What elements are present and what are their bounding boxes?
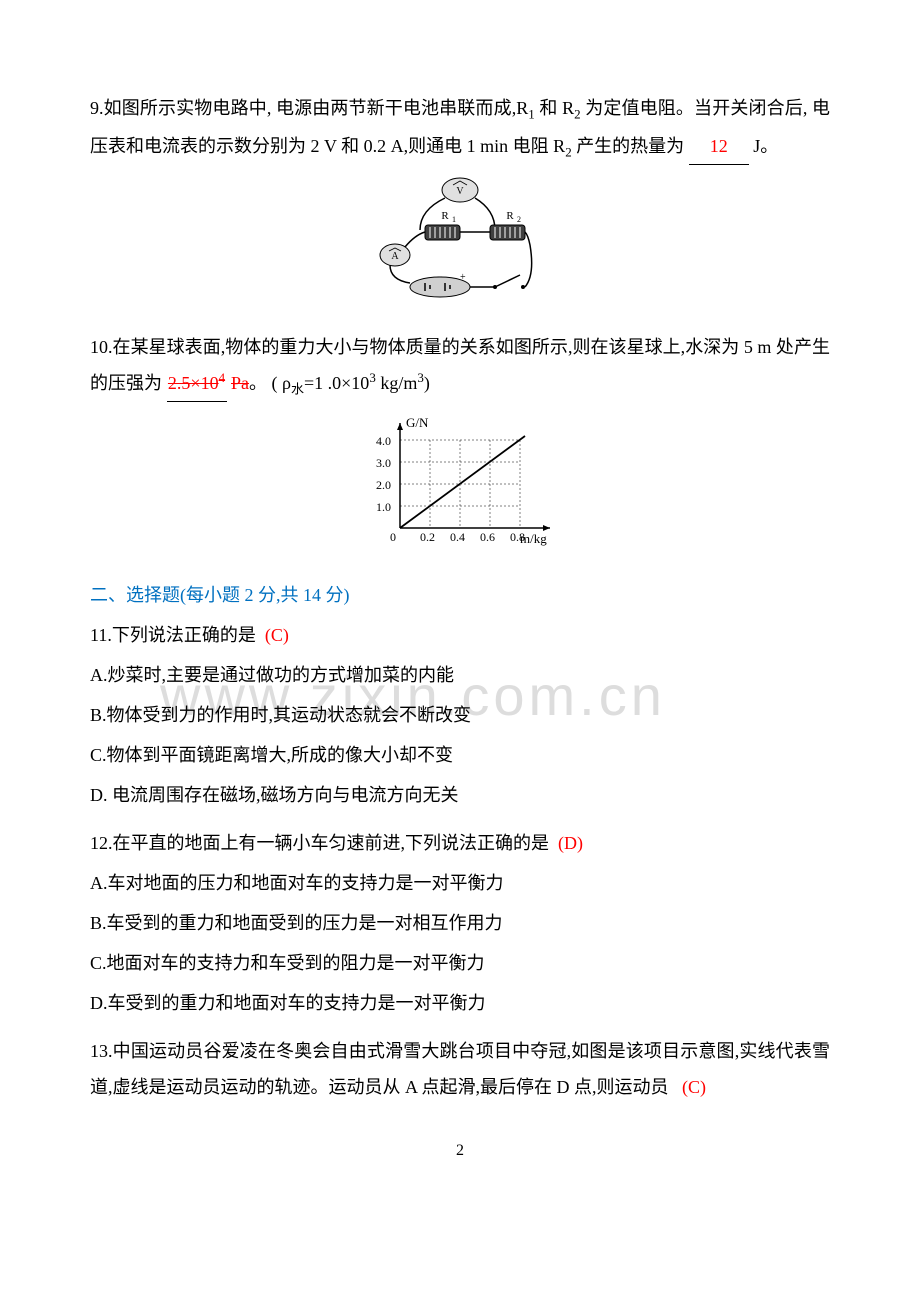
q11-option-a: A.炒菜时,主要是通过做功的方式增加菜的内能	[90, 657, 830, 693]
svg-text:1: 1	[452, 215, 456, 224]
svg-text:0.2: 0.2	[420, 530, 435, 544]
question-12-text: 12.在平直的地面上有一辆小车匀速前进,下列说法正确的是 (D)	[90, 825, 830, 861]
q10-unit: Pa	[231, 373, 249, 393]
q12-option-d: D.车受到的重力和地面对车的支持力是一对平衡力	[90, 985, 830, 1021]
svg-text:2: 2	[517, 215, 521, 224]
q10-number: 10.	[90, 337, 113, 357]
svg-text:G/N: G/N	[406, 415, 429, 430]
svg-text:−: −	[437, 272, 443, 283]
svg-text:A: A	[391, 251, 399, 262]
q11-number: 11.	[90, 625, 112, 645]
svg-text:0.4: 0.4	[450, 530, 465, 544]
q11-options: A.炒菜时,主要是通过做功的方式增加菜的内能 B.物体受到力的作用时,其运动状态…	[90, 657, 830, 813]
q9-figure: V R 1	[375, 175, 545, 317]
svg-text:3.0: 3.0	[376, 456, 391, 470]
question-13-text: 13.中国运动员谷爱凌在冬奥会自由式滑雪大跳台项目中夺冠,如图是该项目示意图,实…	[90, 1033, 830, 1105]
q12-text: 在平直的地面上有一辆小车匀速前进,下列说法正确的是	[113, 833, 550, 853]
svg-text:R: R	[506, 210, 514, 222]
svg-text:+: +	[460, 272, 466, 283]
q11-option-c: C.物体到平面镜距离增大,所成的像大小却不变	[90, 737, 830, 773]
question-11-text: 11.下列说法正确的是 (C)	[90, 617, 830, 653]
question-10: 10.在某星球表面,物体的重力大小与物体质量的关系如图所示,则在该星球上,水深为…	[90, 329, 830, 565]
q12-option-a: A.车对地面的压力和地面对车的支持力是一对平衡力	[90, 865, 830, 901]
q10-text-3: =1 .0×10	[304, 373, 369, 393]
svg-text:0.6: 0.6	[480, 530, 495, 544]
svg-text:0.8: 0.8	[510, 530, 525, 544]
q9-figure-container: V R 1	[90, 175, 830, 317]
q9-text-5: J。	[753, 136, 778, 156]
q12-option-c: C.地面对车的支持力和车受到的阻力是一对平衡力	[90, 945, 830, 981]
q11-option-d: D. 电流周围存在磁场,磁场方向与电流方向无关	[90, 777, 830, 813]
q10-blank: 2.5×104	[167, 365, 227, 402]
q9-text-1: 如图所示实物电路中, 电源由两节新干电池串联而成,R	[104, 98, 529, 118]
q10-figure-container: G/N m/kg 0 1.0 2.0 3.0 4.0 0.2 0.4 0.6 0…	[90, 413, 830, 565]
svg-text:0: 0	[390, 530, 396, 544]
page-number: 2	[90, 1135, 830, 1167]
q12-number: 12.	[90, 833, 113, 853]
svg-text:2.0: 2.0	[376, 478, 391, 492]
q10-text-2: 。 ( ρ	[249, 373, 291, 393]
question-11: 11.下列说法正确的是 (C) A.炒菜时,主要是通过做功的方式增加菜的内能 B…	[90, 617, 830, 813]
q10-text-5: )	[424, 373, 430, 393]
q10-answer: 2.5×104	[168, 373, 225, 393]
svg-text:V: V	[456, 186, 464, 197]
q11-answer: (C)	[265, 625, 289, 645]
q9-answer: 12	[710, 136, 728, 156]
svg-text:1.0: 1.0	[376, 500, 391, 514]
q9-text-4: 产生的热量为	[572, 136, 685, 156]
q13-text: 中国运动员谷爱凌在冬奥会自由式滑雪大跳台项目中夺冠,如图是该项目示意图,实线代表…	[90, 1041, 830, 1097]
q10-figure: G/N m/kg 0 1.0 2.0 3.0 4.0 0.2 0.4 0.6 0…	[360, 413, 560, 565]
q13-answer: (C)	[682, 1077, 706, 1097]
q11-option-b: B.物体受到力的作用时,其运动状态就会不断改变	[90, 697, 830, 733]
q9-text-2: 和 R	[535, 98, 574, 118]
question-12: 12.在平直的地面上有一辆小车匀速前进,下列说法正确的是 (D) A.车对地面的…	[90, 825, 830, 1021]
svg-text:4.0: 4.0	[376, 434, 391, 448]
q10-text-4: kg/m	[376, 373, 418, 393]
q12-options: A.车对地面的压力和地面对车的支持力是一对平衡力 B.车受到的重力和地面受到的压…	[90, 865, 830, 1021]
q13-number: 13.	[90, 1041, 113, 1061]
question-9-text: 9.如图所示实物电路中, 电源由两节新干电池串联而成,R1 和 R2 为定值电阻…	[90, 90, 830, 165]
question-13: 13.中国运动员谷爱凌在冬奥会自由式滑雪大跳台项目中夺冠,如图是该项目示意图,实…	[90, 1033, 830, 1105]
q12-option-b: B.车受到的重力和地面受到的压力是一对相互作用力	[90, 905, 830, 941]
svg-text:R: R	[441, 210, 449, 222]
q11-text: 下列说法正确的是	[112, 625, 256, 645]
q12-answer: (D)	[558, 833, 583, 853]
q9-number: 9.	[90, 98, 104, 118]
q10-sub-water: 水	[291, 382, 304, 397]
q9-blank: 12	[689, 128, 749, 165]
question-10-text: 10.在某星球表面,物体的重力大小与物体质量的关系如图所示,则在该星球上,水深为…	[90, 329, 830, 403]
section-2-header: 二、选择题(每小题 2 分,共 14 分)	[90, 577, 830, 613]
question-9: 9.如图所示实物电路中, 电源由两节新干电池串联而成,R1 和 R2 为定值电阻…	[90, 90, 830, 317]
